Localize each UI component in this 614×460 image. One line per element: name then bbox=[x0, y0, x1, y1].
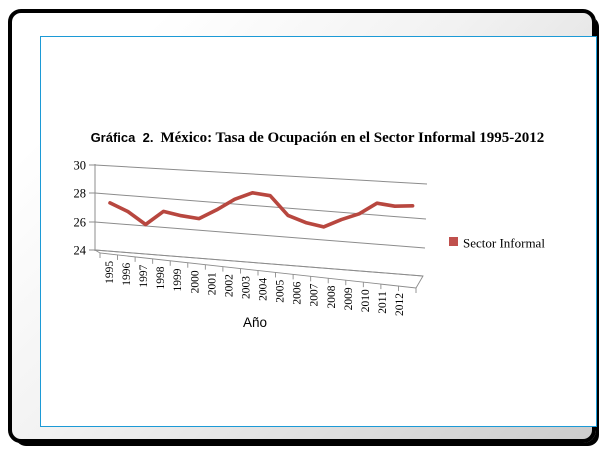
gridline-28 bbox=[94, 192, 427, 220]
x-axis-label-2011: 2011 bbox=[377, 291, 389, 314]
x-axis-label-1998: 1998 bbox=[155, 266, 167, 289]
x-axis-label-2002: 2002 bbox=[223, 274, 235, 297]
x-axis-label-1999: 1999 bbox=[172, 268, 184, 291]
x-axis-labels: 1995 1996 1997 1998 1999 2000 2001 2002 2003 2004… bbox=[104, 261, 406, 316]
legend-marker bbox=[449, 237, 458, 246]
gridlines bbox=[94, 164, 428, 277]
caption-title: México: Tasa de Ocupación en el Sector I… bbox=[160, 130, 545, 146]
x-axis-label-2004: 2004 bbox=[258, 278, 270, 301]
chart-caption: Gráfica 2. México: Tasa de Ocupación en e… bbox=[55, 111, 545, 165]
gridline-26 bbox=[94, 221, 426, 249]
series-line bbox=[108, 191, 415, 229]
x-axis-title-text: Año bbox=[243, 315, 267, 330]
y-axis-label-26: 26 bbox=[74, 216, 87, 230]
x-axis-label-2012: 2012 bbox=[394, 293, 406, 316]
x-axis-label-2000: 2000 bbox=[189, 270, 201, 293]
legend: Sector Informal bbox=[449, 236, 545, 251]
x-axis-label-2003: 2003 bbox=[240, 276, 252, 299]
x-axis-ticks bbox=[99, 253, 417, 293]
picture-frame: Gráfica 2. México: Tasa de Ocupación en e… bbox=[8, 9, 597, 443]
content-panel: Gráfica 2. México: Tasa de Ocupación en e… bbox=[40, 36, 597, 427]
x-axis-label-1997: 1997 bbox=[138, 264, 150, 287]
x-axis-label-2007: 2007 bbox=[309, 283, 321, 306]
gridline-30 bbox=[94, 164, 428, 185]
legend-label: Sector Informal bbox=[463, 236, 545, 251]
x-axis-label-2001: 2001 bbox=[206, 272, 218, 295]
x-axis-label-1996: 1996 bbox=[121, 263, 133, 286]
x-axis-label-2006: 2006 bbox=[292, 281, 304, 304]
x-axis-title: Año bbox=[243, 315, 267, 330]
x-axis-label-1995: 1995 bbox=[104, 261, 116, 284]
y-axis-label-24: 24 bbox=[74, 244, 87, 258]
y-axis-label-28: 28 bbox=[74, 187, 87, 201]
y-axis bbox=[89, 164, 96, 251]
series-sector-informal bbox=[108, 191, 415, 229]
y-axis-labels: 24 26 28 30 bbox=[74, 159, 87, 258]
y-axis-label-30: 30 bbox=[74, 159, 87, 173]
x-axis-label-2010: 2010 bbox=[360, 289, 372, 312]
gridline-24 bbox=[94, 249, 424, 277]
x-axis-label-2009: 2009 bbox=[343, 287, 355, 310]
x-axis-label-2005: 2005 bbox=[275, 280, 287, 303]
x-axis-label-2008: 2008 bbox=[326, 285, 338, 308]
caption-number: Gráfica 2. bbox=[90, 130, 154, 145]
